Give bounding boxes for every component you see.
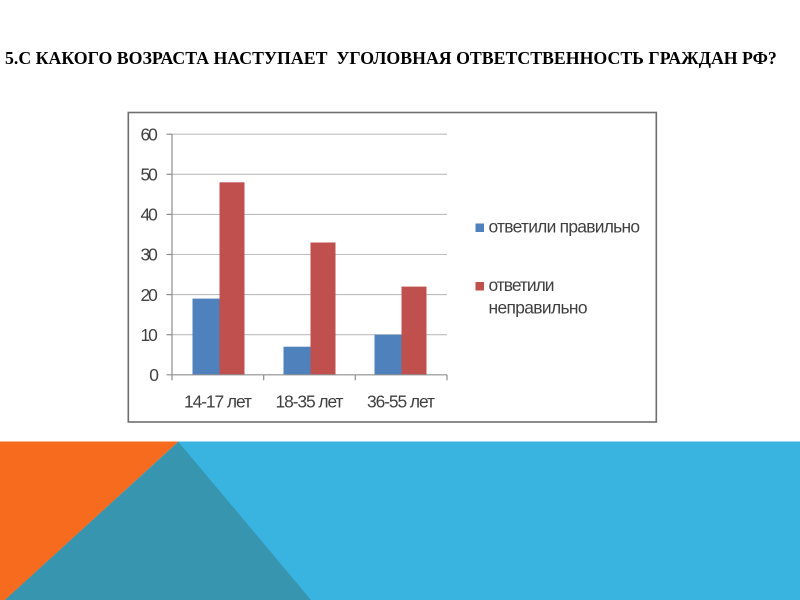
svg-text:неправильно: неправильно: [489, 297, 588, 317]
svg-text:0: 0: [149, 365, 159, 385]
svg-text:10: 10: [141, 325, 158, 345]
svg-text:ответили: ответили: [489, 275, 555, 295]
svg-text:20: 20: [141, 285, 158, 305]
svg-text:40: 40: [141, 205, 158, 225]
svg-text:50: 50: [141, 165, 158, 185]
svg-text:36-55 лет: 36-55 лет: [367, 391, 435, 411]
svg-text:60: 60: [141, 124, 158, 144]
svg-text:18-35 лет: 18-35 лет: [276, 391, 344, 411]
svg-text:14-17 лет: 14-17 лет: [184, 391, 252, 411]
svg-text:5.С КАКОГО ВОЗРАСТА НАСТУПАЕТ: 5.С КАКОГО ВОЗРАСТА НАСТУПАЕТ УГОЛОВНАЯ …: [5, 48, 777, 68]
svg-text:ответили правильно: ответили правильно: [489, 216, 641, 236]
svg-text:30: 30: [141, 245, 158, 265]
